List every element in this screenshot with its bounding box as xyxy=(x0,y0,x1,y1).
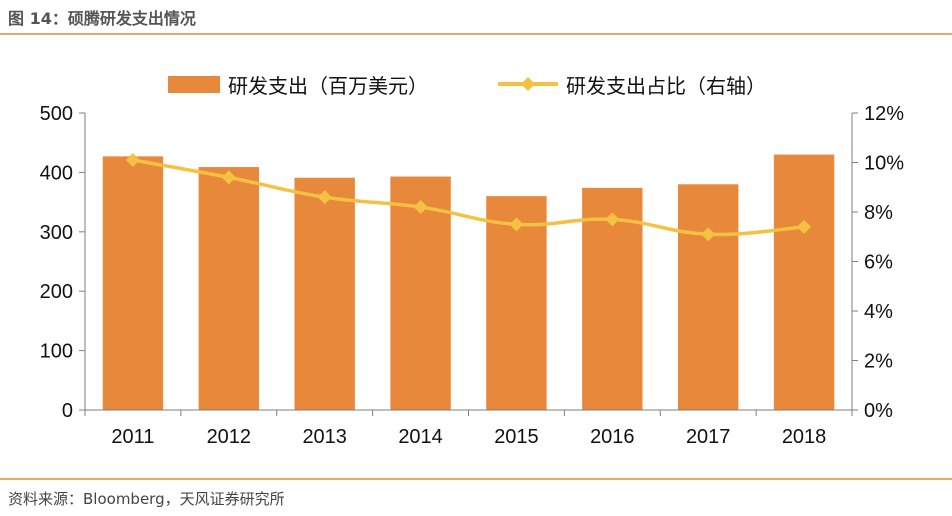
x-tick-label: 2011 xyxy=(111,426,154,448)
x-tick-label: 2018 xyxy=(782,426,827,448)
bar-2014 xyxy=(390,176,451,410)
bar-2013 xyxy=(294,177,355,410)
x-tick-label: 2016 xyxy=(590,426,635,448)
bar-2012 xyxy=(198,167,260,410)
x-tick-label: 2012 xyxy=(207,426,252,448)
title-rule xyxy=(0,33,952,35)
ratio-point-2016 xyxy=(605,212,620,227)
y2-tick-label: 0% xyxy=(864,400,893,422)
ratio-point-2012 xyxy=(221,170,236,185)
y2-tick-label: 4% xyxy=(864,301,893,323)
y2-tick-label: 8% xyxy=(864,202,893,224)
source-rule xyxy=(0,478,952,480)
y2-tick-label: 10% xyxy=(864,153,904,175)
y-tick-label: 100 xyxy=(40,341,73,363)
y-tick-label: 500 xyxy=(40,103,73,125)
y-tick-label: 300 xyxy=(40,222,73,244)
bar-2017 xyxy=(677,184,739,410)
bar-2011 xyxy=(102,156,164,410)
bar-2015 xyxy=(486,196,547,410)
chart-canvas: 研发支出（百万美元） 研发支出占比（右轴） 0 100 200 300 400 500 0%… xyxy=(40,74,905,448)
source-note: 资料来源：Bloomberg，天风证券研究所 xyxy=(8,490,285,508)
y-tick-label: 200 xyxy=(40,281,73,303)
ratio-line xyxy=(132,158,805,237)
y2-tick-label: 2% xyxy=(864,351,893,373)
legend-line-marker xyxy=(521,77,535,91)
x-tick-label: 2014 xyxy=(398,426,443,448)
figure-title: 图 14：硕腾研发支出情况 xyxy=(8,9,196,28)
ratio-point-2013 xyxy=(317,190,332,205)
legend-bar-label: 研发支出（百万美元） xyxy=(228,74,428,98)
plot-area: 0 100 200 300 400 500 0% 2% 4% 6% 8% 10% 12% 2011 2012… xyxy=(40,103,905,448)
x-tick-label: 2015 xyxy=(494,426,539,448)
y-tick-label: 0 xyxy=(62,400,73,422)
y2-tick-label: 12% xyxy=(864,103,904,125)
y-tick-label: 400 xyxy=(40,162,73,184)
ratio-point-2015 xyxy=(509,217,524,232)
x-tick-label: 2017 xyxy=(686,426,731,448)
x-tick-label: 2013 xyxy=(302,426,347,448)
legend-bar-swatch xyxy=(168,76,220,93)
legend-line-label: 研发支出占比（右轴） xyxy=(566,74,766,98)
bar-2018 xyxy=(773,154,835,410)
ratio-point-2011 xyxy=(125,153,140,168)
ratio-point-2018 xyxy=(797,219,812,234)
legend: 研发支出（百万美元） 研发支出占比（右轴） xyxy=(168,74,766,98)
ratio-point-2014 xyxy=(413,200,428,215)
ratio-point-2017 xyxy=(701,227,716,242)
y2-tick-label: 6% xyxy=(864,252,893,274)
